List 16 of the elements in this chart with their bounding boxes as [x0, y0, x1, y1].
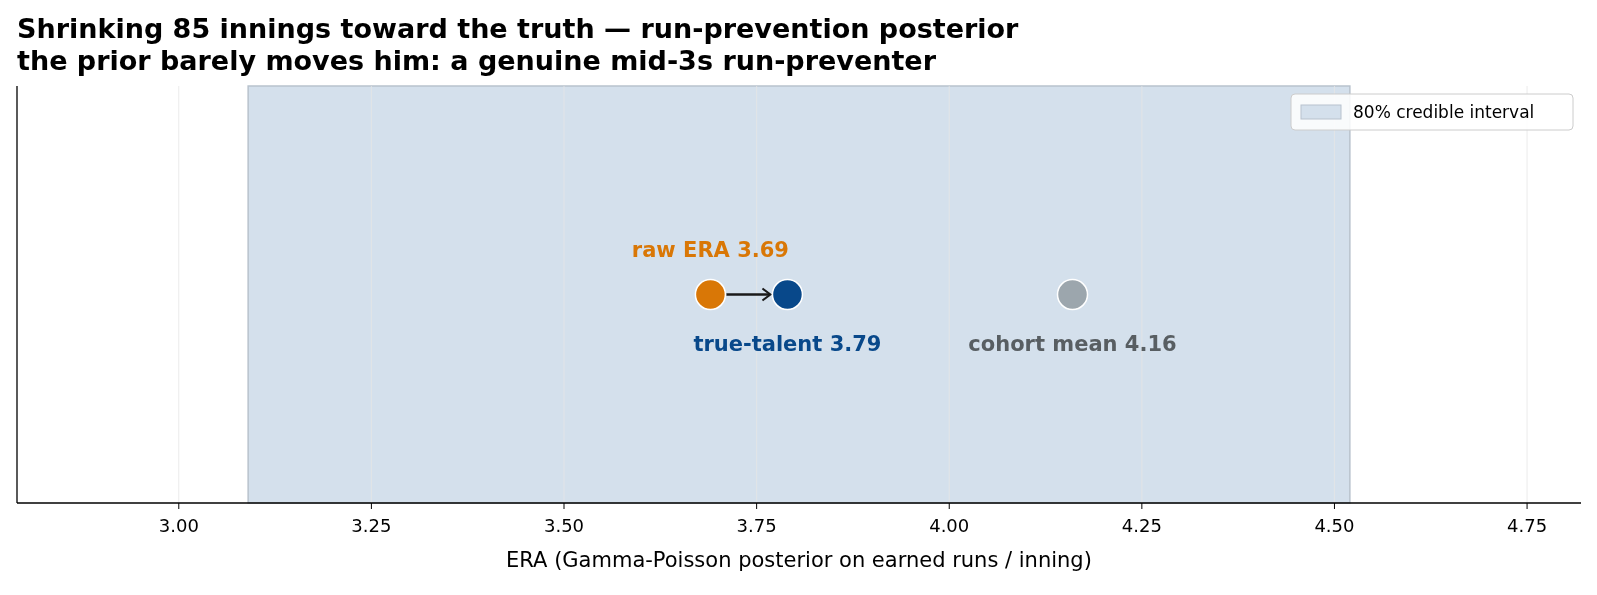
series-label: raw ERA 3.69: [631, 237, 789, 262]
chart-subtitle: the prior barely moves him: a genuine mid-3s run-preventer: [17, 45, 937, 76]
series-label: cohort mean 4.16: [968, 331, 1177, 356]
x-tick-label: 3.75: [736, 515, 777, 536]
x-tick-label: 3.50: [543, 515, 585, 536]
x-tick-label: 4.50: [1314, 515, 1355, 536]
x-tick-label: 4.75: [1507, 515, 1548, 536]
band-label: 80% credible interval: [1353, 102, 1535, 122]
legend: 80% credible interval: [1290, 93, 1574, 131]
x-axis-title: ERA (Gamma-Poisson posterior on earned runs / inning): [506, 548, 1092, 572]
chart-title: Shrinking 85 innings toward the truth — run-prevention posterior: [17, 13, 1020, 44]
x-tick-label: 3.25: [351, 515, 392, 536]
series-label: true-talent 3.79: [693, 331, 882, 356]
x-tick-label: 4.25: [1121, 515, 1162, 536]
x-tick-label: 3.00: [158, 515, 199, 536]
x-tick-label: 4.00: [929, 515, 970, 536]
